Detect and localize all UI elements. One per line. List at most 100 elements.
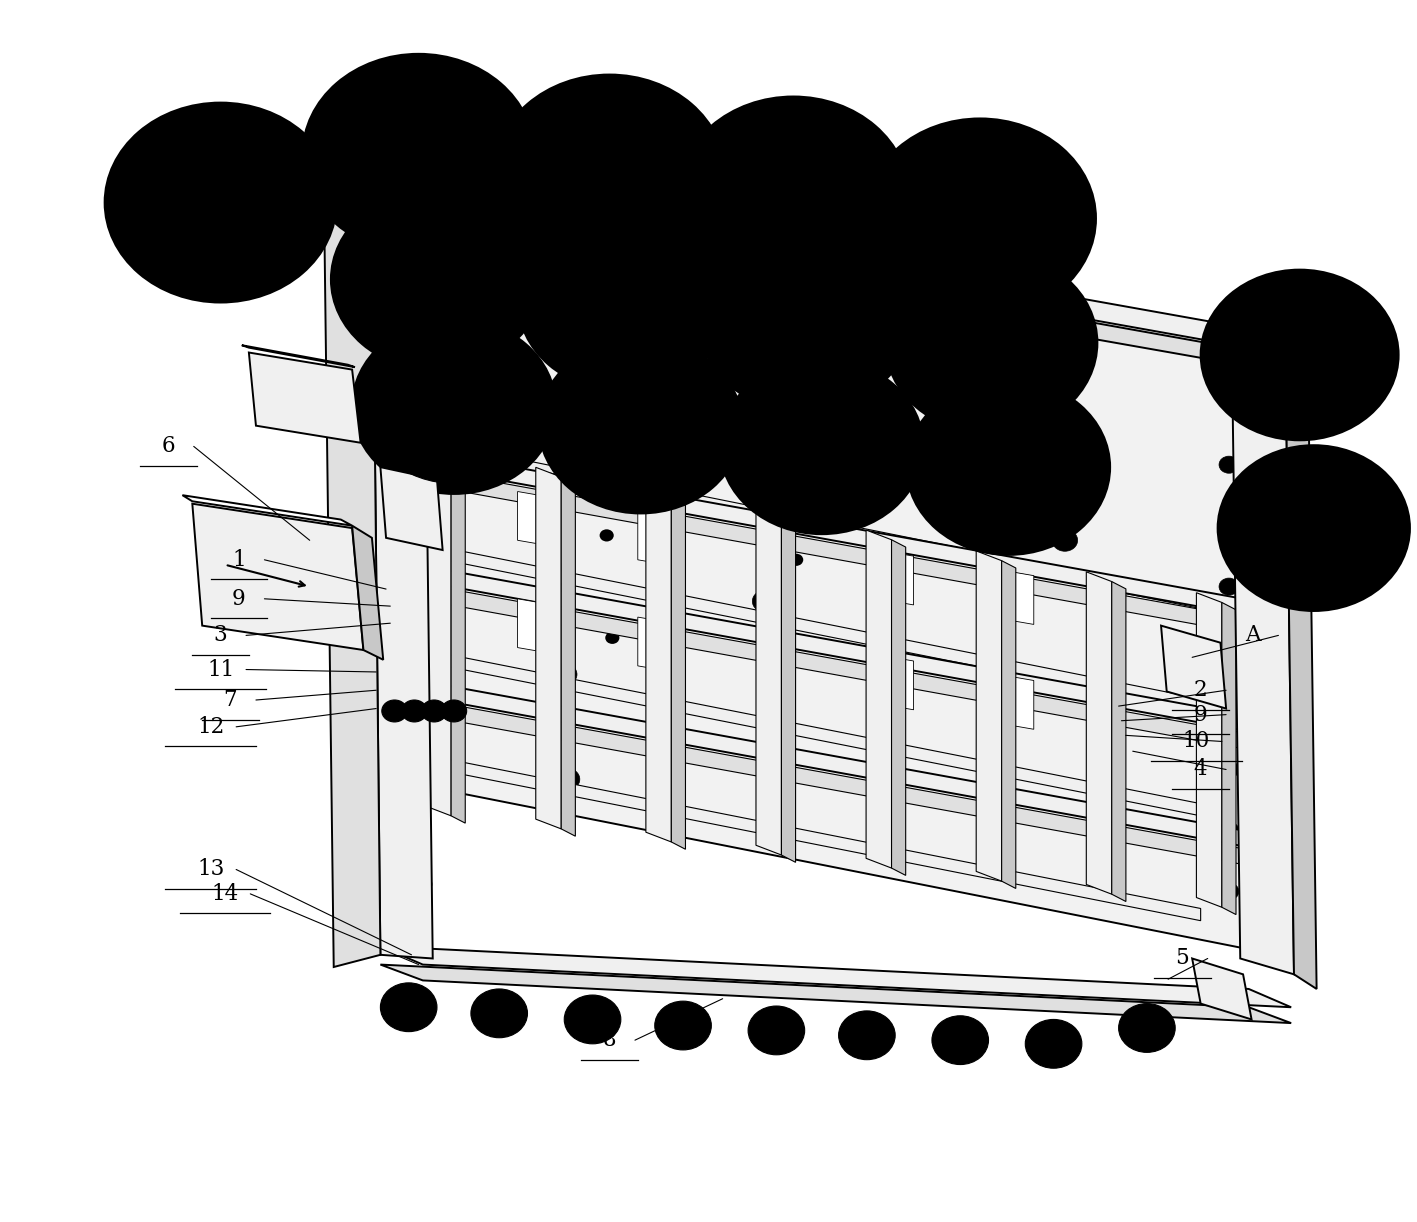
Text: A: A — [1246, 624, 1261, 646]
Polygon shape — [368, 556, 1257, 733]
Circle shape — [384, 347, 523, 466]
Circle shape — [720, 358, 924, 534]
Circle shape — [215, 198, 227, 208]
Polygon shape — [1192, 958, 1251, 1019]
Polygon shape — [1196, 593, 1221, 907]
Circle shape — [561, 463, 587, 485]
Circle shape — [788, 192, 799, 202]
Text: 12: 12 — [197, 716, 224, 738]
Circle shape — [340, 86, 497, 221]
Circle shape — [748, 1006, 805, 1055]
Circle shape — [939, 407, 1077, 527]
Circle shape — [986, 338, 996, 347]
Circle shape — [656, 676, 682, 698]
Circle shape — [801, 429, 842, 464]
Polygon shape — [380, 946, 1291, 1007]
Polygon shape — [154, 182, 164, 224]
Polygon shape — [371, 690, 1257, 868]
Polygon shape — [193, 503, 363, 650]
Polygon shape — [154, 175, 380, 204]
Circle shape — [449, 402, 459, 411]
Circle shape — [605, 131, 614, 138]
Circle shape — [619, 260, 628, 266]
Circle shape — [1132, 1015, 1161, 1040]
Circle shape — [947, 1028, 975, 1052]
Circle shape — [975, 214, 986, 224]
Circle shape — [587, 154, 633, 194]
Text: 10: 10 — [1183, 731, 1210, 753]
Circle shape — [733, 259, 877, 382]
Circle shape — [551, 348, 730, 503]
Circle shape — [1297, 318, 1304, 324]
Polygon shape — [371, 175, 432, 958]
Circle shape — [434, 240, 441, 246]
Circle shape — [1311, 492, 1318, 497]
Circle shape — [485, 1001, 513, 1025]
Circle shape — [1229, 455, 1399, 601]
Circle shape — [599, 529, 614, 541]
Circle shape — [618, 296, 629, 304]
Circle shape — [976, 175, 983, 182]
Circle shape — [918, 390, 1098, 544]
Circle shape — [303, 54, 534, 254]
Polygon shape — [891, 540, 905, 875]
Circle shape — [344, 199, 530, 359]
Circle shape — [432, 275, 442, 284]
Circle shape — [402, 1002, 414, 1012]
Circle shape — [1219, 761, 1238, 778]
Circle shape — [1265, 486, 1362, 569]
Circle shape — [932, 1015, 989, 1064]
Polygon shape — [1087, 572, 1112, 895]
Polygon shape — [757, 510, 781, 855]
Circle shape — [1118, 1003, 1175, 1052]
Polygon shape — [366, 440, 1257, 617]
Circle shape — [400, 430, 422, 450]
Circle shape — [360, 104, 476, 204]
Circle shape — [551, 664, 577, 686]
Text: 2: 2 — [1193, 679, 1207, 701]
Circle shape — [801, 281, 808, 287]
Polygon shape — [1002, 561, 1016, 888]
Circle shape — [1026, 1019, 1081, 1068]
Circle shape — [958, 423, 1060, 511]
Polygon shape — [976, 551, 1002, 881]
Circle shape — [1219, 517, 1238, 534]
Circle shape — [789, 554, 803, 566]
Polygon shape — [371, 672, 1257, 849]
Circle shape — [886, 252, 1097, 434]
Circle shape — [1213, 280, 1387, 430]
Circle shape — [547, 563, 572, 585]
Circle shape — [410, 875, 432, 893]
Circle shape — [604, 170, 615, 180]
Polygon shape — [517, 599, 553, 654]
Circle shape — [971, 325, 1013, 360]
Circle shape — [163, 153, 279, 253]
Circle shape — [898, 263, 1084, 423]
Circle shape — [602, 282, 645, 319]
Circle shape — [530, 220, 717, 380]
Circle shape — [441, 700, 466, 722]
Polygon shape — [380, 964, 1291, 1023]
Circle shape — [571, 254, 677, 346]
Circle shape — [864, 119, 1095, 319]
Circle shape — [551, 238, 696, 362]
Circle shape — [784, 303, 826, 340]
Text: 9: 9 — [1193, 704, 1207, 726]
Circle shape — [554, 769, 580, 791]
Circle shape — [119, 115, 323, 291]
Circle shape — [1200, 270, 1399, 440]
Polygon shape — [183, 495, 351, 525]
Circle shape — [862, 1030, 873, 1040]
Circle shape — [636, 422, 646, 430]
Circle shape — [401, 494, 424, 513]
Circle shape — [381, 700, 407, 722]
Circle shape — [795, 656, 809, 668]
Circle shape — [364, 218, 509, 342]
Polygon shape — [1221, 602, 1236, 914]
Polygon shape — [758, 530, 794, 585]
Circle shape — [404, 621, 427, 640]
Circle shape — [1219, 822, 1238, 840]
Circle shape — [752, 488, 778, 510]
Circle shape — [421, 700, 446, 722]
Circle shape — [530, 106, 689, 242]
